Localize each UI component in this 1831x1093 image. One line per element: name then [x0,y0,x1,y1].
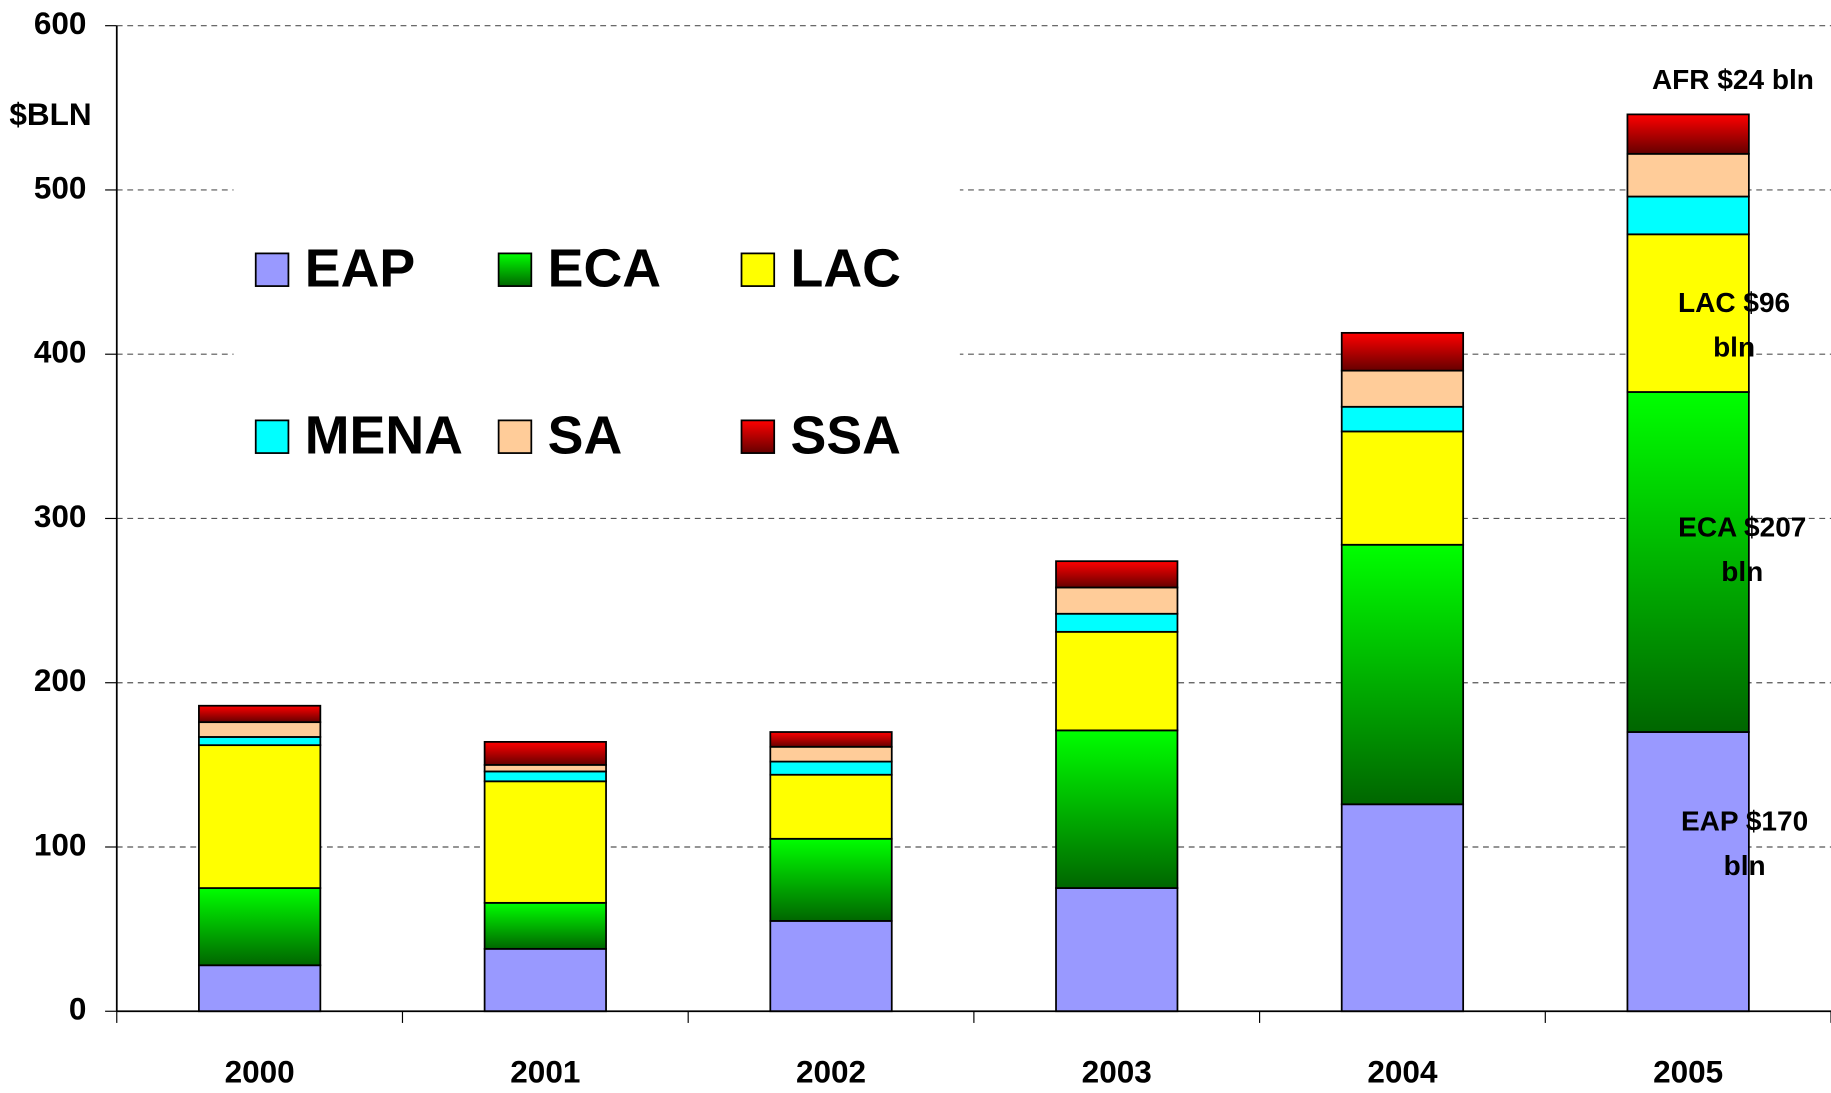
y-tick-label: 500 [34,169,87,205]
bar-segment [1340,430,1465,546]
bar-segment [483,770,607,783]
bar-segment [769,773,893,840]
annotation: EAP $170 [1681,806,1808,837]
y-axis-label: $BLN [9,96,91,132]
bar-segment [1055,612,1179,633]
bar-segment [198,964,322,1013]
legend-swatch [740,419,776,454]
bar-segment [1055,630,1179,732]
legend-label: ECA [548,238,661,298]
x-tick-label: 2005 [1653,1054,1723,1090]
bar-segment [1626,391,1750,733]
legend-swatch [497,419,533,454]
bar-segment [769,731,893,748]
bar-segment [1055,729,1179,889]
y-tick-label: 300 [34,498,87,534]
bar-segment [1626,152,1750,198]
bar-segment [198,704,322,724]
bar-segment [483,763,607,773]
bar-segment [198,721,322,738]
x-tick-label: 2004 [1367,1054,1438,1090]
bar-segment [1626,233,1750,393]
legend-box [233,175,960,491]
bar-segment [483,740,607,766]
legend-swatch [254,252,290,287]
annotation: bln [1724,850,1766,881]
bar-segment [198,744,322,889]
bar-segment [769,760,893,776]
legend-swatch [497,252,533,287]
bar-segment [1626,113,1750,155]
annotation: bln [1721,556,1763,587]
x-tick-label: 2001 [510,1054,580,1090]
y-tick-label: 100 [34,826,87,862]
y-tick-label: 0 [69,991,87,1027]
legend-swatch [254,419,290,454]
annotation: LAC $96 [1678,287,1790,318]
legend-swatch [740,252,776,287]
legend-label: LAC [791,238,901,298]
bar-segment [483,947,607,1013]
bar-segment [1340,803,1465,1013]
y-tick-label: 400 [34,334,87,370]
legend: EAP ECA LAC MENA SA SSA [233,175,960,491]
bar-segment [483,901,607,950]
annotation: ECA $207 [1678,511,1806,542]
bar-segment [769,837,893,922]
y-tick-label: 200 [34,662,87,698]
legend-label: SA [548,405,623,465]
bar-segment [769,745,893,763]
legend-label: SSA [791,405,901,465]
legend-label: MENA [305,405,463,465]
bar-segment [1055,887,1179,1013]
bar-segment [1340,405,1465,433]
legend-label: EAP [305,238,415,298]
bar-segment [483,780,607,904]
bar-segment [1055,586,1179,615]
bar-segment [198,887,322,967]
bar-segment [1626,731,1750,1013]
bar-segment [1626,195,1750,236]
bar-segment [1340,331,1465,372]
annotation: bln [1713,332,1755,363]
bar-segment [769,920,893,1013]
x-tick-label: 2002 [796,1054,866,1090]
bar-segment [198,736,322,747]
x-tick-label: 2003 [1082,1054,1152,1090]
bar-segment [1340,369,1465,408]
annotation: AFR $24 bln [1652,64,1814,95]
bar-segment [1340,543,1465,806]
bar-segment [1055,560,1179,589]
x-tick-label: 2000 [225,1054,295,1090]
y-tick-label: 600 [34,5,87,41]
